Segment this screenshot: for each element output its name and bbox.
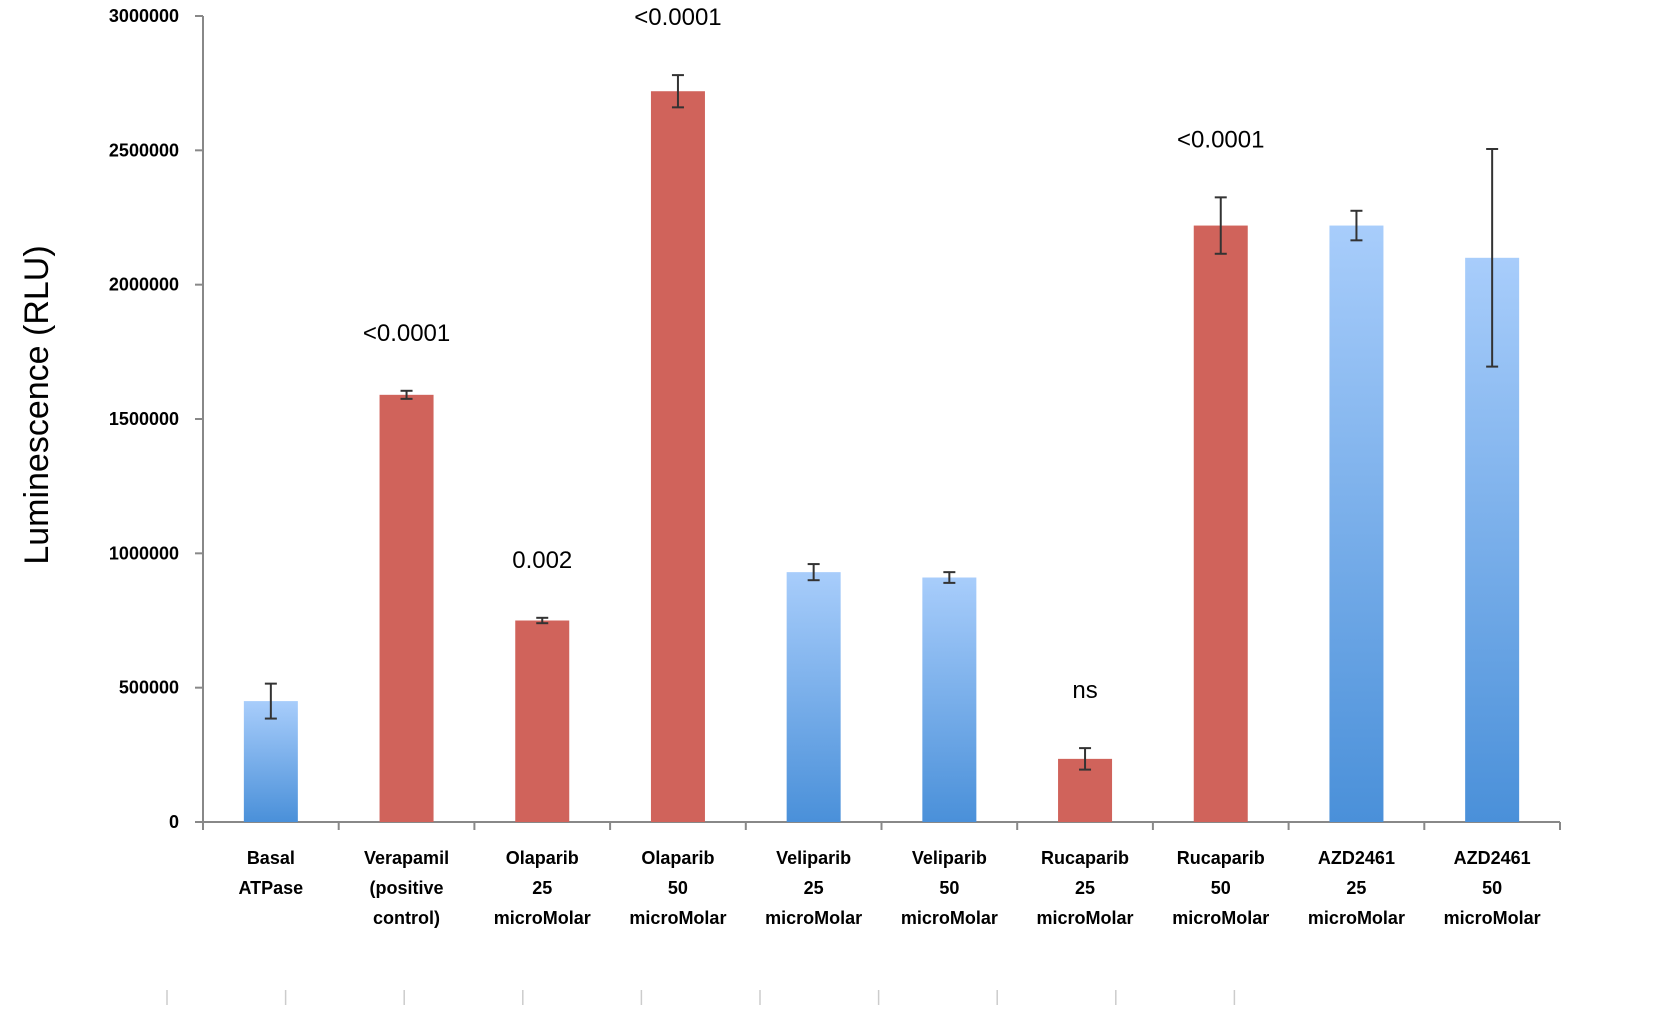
- bar: [922, 577, 977, 822]
- y-tick-label: 0: [169, 812, 179, 832]
- x-tick-label: Veliparib 25 microMolar: [765, 848, 862, 928]
- y-axis-label: Luminescence (RLU): [18, 245, 56, 564]
- bar: [515, 620, 570, 822]
- x-tick-label-line: microMolar: [901, 908, 998, 928]
- x-tick-label-line: 25: [532, 878, 552, 898]
- x-tick-label-line: microMolar: [1172, 908, 1269, 928]
- y-tick-label: 3000000: [109, 6, 179, 26]
- y-tick-label: 1500000: [109, 409, 179, 429]
- x-tick-label: Verapamil (positive control): [364, 848, 449, 928]
- x-tick-label-line: ATPase: [238, 878, 303, 898]
- x-tick-label-line: microMolar: [765, 908, 862, 928]
- x-tick-label-line: 25: [1346, 878, 1366, 898]
- y-tick-label: 2000000: [109, 275, 179, 295]
- significance-label: 0.002: [512, 547, 572, 574]
- x-tick-label-line: microMolar: [1037, 908, 1134, 928]
- x-tick-label-line: 50: [939, 878, 959, 898]
- x-tick-label: Rucaparib 50 microMolar: [1172, 848, 1269, 928]
- x-tick-label-line: microMolar: [1444, 908, 1541, 928]
- y-tick-label: 2500000: [109, 140, 179, 160]
- x-tick-label: Rucaparib 25 microMolar: [1037, 848, 1134, 928]
- x-tick-label: Veliparib 50 microMolar: [901, 848, 998, 928]
- bar: [379, 394, 434, 822]
- x-tick-label-line: 25: [804, 878, 824, 898]
- x-tick-label-line: Olaparib: [506, 848, 579, 868]
- bar: [243, 701, 298, 822]
- x-tick-label: Olaparib 25 microMolar: [494, 848, 591, 928]
- x-tick-label-line: 25: [1075, 878, 1095, 898]
- significance-label: <0.0001: [1177, 126, 1264, 153]
- x-tick-label-line: (positive: [370, 878, 444, 898]
- x-tick-label-line: control): [373, 908, 440, 928]
- x-tick-label-line: microMolar: [629, 908, 726, 928]
- x-tick-label-line: Rucaparib: [1177, 848, 1265, 868]
- labels: 0 500000 1000000 1500000 2000000 2500000 30000…: [109, 4, 1541, 928]
- significance-label: <0.0001: [634, 4, 721, 31]
- significance-label: <0.0001: [363, 320, 450, 347]
- bar: [650, 91, 705, 822]
- y-tick-label: 1000000: [109, 543, 179, 563]
- bar: [786, 572, 841, 822]
- x-tick-label-line: 50: [668, 878, 688, 898]
- x-tick-label-line: Rucaparib: [1041, 848, 1129, 868]
- x-tick-label-line: 50: [1482, 878, 1502, 898]
- bars: [243, 74, 1520, 822]
- x-tick-label-line: 50: [1211, 878, 1231, 898]
- x-tick-label-line: AZD2461: [1318, 848, 1395, 868]
- x-tick-label-line: Veliparib: [912, 848, 987, 868]
- significance-label: ns: [1072, 677, 1097, 704]
- x-tick-label: AZD2461 25 microMolar: [1308, 848, 1405, 928]
- x-tick-label-line: Basal: [247, 848, 295, 868]
- x-tick-label-line: Veliparib: [776, 848, 851, 868]
- x-tick-label: AZD2461 50 microMolar: [1444, 848, 1541, 928]
- bar: [1193, 225, 1248, 822]
- x-tick-label-line: Olaparib: [641, 848, 714, 868]
- x-tick-label: Basal ATPase: [238, 848, 303, 898]
- y-tick-label: 500000: [119, 678, 179, 698]
- bar: [1329, 225, 1384, 822]
- x-tick-label-line: microMolar: [1308, 908, 1405, 928]
- x-tick-label-line: AZD2461: [1454, 848, 1531, 868]
- x-tick-label-line: Verapamil: [364, 848, 449, 868]
- x-tick-label: Olaparib 50 microMolar: [629, 848, 726, 928]
- x-tick-label-line: microMolar: [494, 908, 591, 928]
